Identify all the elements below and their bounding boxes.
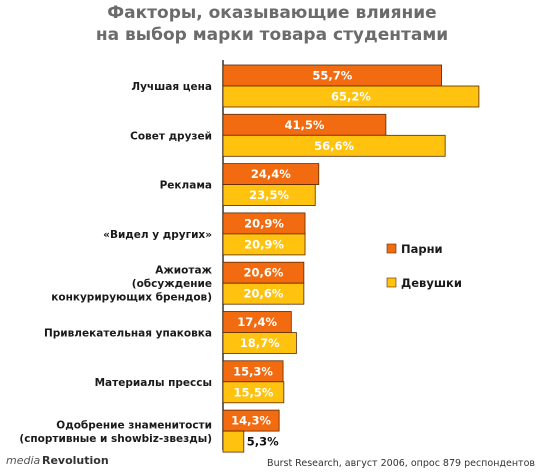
source-note: Burst Research, август 2006, опрос 879 р… xyxy=(267,458,535,469)
legend: Парни Девушки xyxy=(386,242,462,290)
bar-girls-7 xyxy=(222,381,285,404)
category-labels: Лучшая цена Совет друзей Реклама «Видел у д… xyxy=(19,81,212,445)
category-label-3: Реклама xyxy=(160,180,212,192)
title-line-2: на выбор марки товара студентами xyxy=(96,25,448,45)
bar-girls-2 xyxy=(222,134,446,157)
logo-part1: media xyxy=(6,454,41,467)
value-label-boys-4: 20,9% xyxy=(244,216,284,230)
value-label-boys-6: 17,4% xyxy=(237,315,277,329)
value-label-girls-1: 65,2% xyxy=(331,90,371,104)
category-label-6: Привлекательная упаковка xyxy=(44,328,212,340)
value-label-boys-1: 55,7% xyxy=(312,69,352,83)
category-label-7: Материалы прессы xyxy=(95,377,212,389)
legend-label-girls: Девушки xyxy=(401,276,462,290)
bar-girls-6 xyxy=(222,332,297,354)
value-label-girls-5: 20,6% xyxy=(243,287,283,301)
category-label-2: Совет друзей xyxy=(130,130,212,142)
category-label-8-line-2: (спортивные и showbiz-звезды) xyxy=(19,433,212,445)
value-label-girls-2: 56,6% xyxy=(314,139,354,153)
category-label-5-line-3: конкурирующих брендов) xyxy=(51,292,212,304)
bar-girls-4 xyxy=(222,233,306,256)
category-label-5-line-2: (обсуждение xyxy=(132,278,212,290)
title-line-1: Факторы, оказывающие влияние xyxy=(107,3,436,23)
bar-girls-1 xyxy=(222,85,480,108)
bar-girls-5 xyxy=(222,282,305,305)
category-label-8-line-1: Одобрение знаменитости xyxy=(56,419,212,431)
logo-part2: Revolution xyxy=(42,454,109,467)
category-label-1: Лучшая цена xyxy=(131,81,212,93)
value-label-girls-8: 5,3% xyxy=(247,435,279,449)
value-label-boys-2: 41,5% xyxy=(284,118,324,132)
value-label-girls-3: 23,5% xyxy=(249,188,289,202)
value-label-girls-7: 15,5% xyxy=(233,385,273,399)
value-label-girls-4: 20,9% xyxy=(244,237,284,251)
logo: media Revolution xyxy=(6,454,109,467)
value-label-boys-3: 24,4% xyxy=(251,167,291,181)
value-label-boys-5: 20,6% xyxy=(243,266,283,280)
bar-girls-3 xyxy=(222,184,316,207)
bar-girls-8 xyxy=(222,430,245,453)
bar-boys-8 xyxy=(222,409,280,432)
category-label-5-line-1: Ажиотаж xyxy=(155,265,212,277)
value-label-boys-8: 14,3% xyxy=(231,414,271,428)
category-label-4: «Видел у других» xyxy=(103,229,212,241)
value-label-girls-6: 18,7% xyxy=(240,336,280,350)
legend-swatch-boys xyxy=(386,243,397,254)
legend-swatch-girls xyxy=(386,277,397,288)
bars: 55,7% 65,2% 41,5% 56,6% 24,4% 23,5% 20,9% 20,9%… xyxy=(222,64,480,453)
legend-label-boys: Парни xyxy=(401,242,443,256)
value-label-boys-7: 15,3% xyxy=(233,364,273,378)
